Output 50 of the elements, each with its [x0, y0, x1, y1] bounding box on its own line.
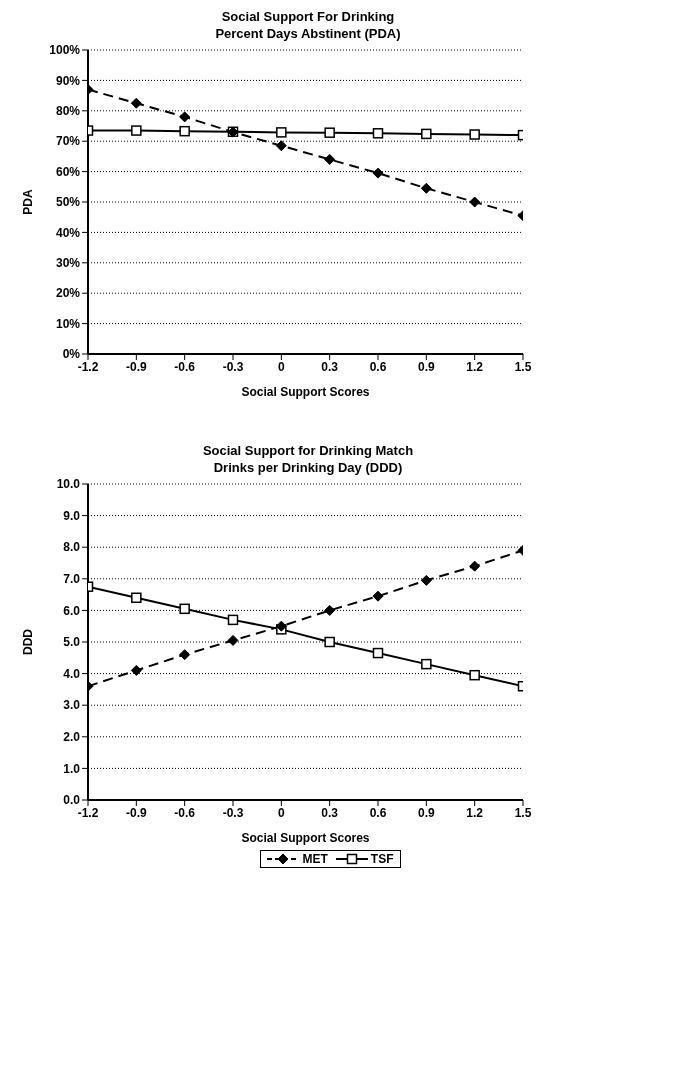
- x-tick-label: -0.9: [125, 805, 147, 820]
- x-tick-label: 0.3: [321, 359, 339, 374]
- x-tick-label: -0.6: [174, 359, 196, 374]
- y-axis-title: DDD: [21, 628, 36, 655]
- x-tick-label: 1.5: [514, 805, 532, 820]
- y-tick-label: 90%: [55, 73, 81, 88]
- x-tick-label: 0: [277, 805, 285, 820]
- y-tick-label: 0.0: [63, 793, 81, 808]
- chart-title: Social Support For Drinking Percent Days Abstinent (PDA): [214, 8, 402, 42]
- y-tick-label: 0%: [62, 347, 81, 362]
- x-tick-label: -0.6: [174, 805, 196, 820]
- y-tick-label: 7.0: [63, 572, 81, 587]
- x-tick-label: -0.3: [222, 805, 244, 820]
- y-tick-label: 30%: [55, 256, 81, 271]
- y-tick-label: 2.0: [63, 730, 81, 745]
- y-tick-label: 9.0: [63, 508, 81, 523]
- y-tick-label: 20%: [55, 286, 81, 301]
- x-tick-label: 0.6: [369, 359, 387, 374]
- x-tick-label: 1.5: [514, 359, 532, 374]
- x-tick-label: 1.2: [466, 359, 484, 374]
- legend-label: TSF: [370, 852, 394, 866]
- x-tick-label: -0.9: [125, 359, 147, 374]
- x-axis-title: Social Support Scores: [241, 385, 370, 399]
- y-tick-label: 60%: [55, 164, 81, 179]
- x-tick-label: 1.2: [466, 805, 484, 820]
- x-axis-title: Social Support Scores: [241, 831, 370, 845]
- legend-label: MET: [302, 852, 328, 866]
- x-tick-label: 0: [277, 359, 285, 374]
- x-tick-label: -1.2: [77, 805, 99, 820]
- x-tick-label: 0.6: [369, 805, 387, 820]
- x-tick-label: 0.9: [417, 359, 435, 374]
- y-tick-label: 5.0: [63, 635, 81, 650]
- y-tick-label: 80%: [55, 104, 81, 119]
- y-tick-label: 50%: [55, 195, 81, 210]
- chart-title: Social Support for Drinking Match Drinks per Drinking Day (DDD): [201, 442, 415, 476]
- x-tick-label: -0.3: [222, 359, 244, 374]
- x-tick-label: 0.3: [321, 805, 339, 820]
- x-tick-label: -1.2: [77, 359, 99, 374]
- y-tick-label: 1.0: [63, 761, 81, 776]
- y-tick-label: 70%: [55, 134, 81, 149]
- y-tick-label: 8.0: [63, 540, 81, 555]
- y-tick-label: 10%: [55, 316, 81, 331]
- y-tick-label: 100%: [49, 43, 81, 58]
- y-tick-label: 10.0: [56, 477, 81, 492]
- y-tick-label: 40%: [55, 225, 81, 240]
- x-tick-label: 0.9: [417, 805, 435, 820]
- y-tick-label: 4.0: [63, 666, 81, 681]
- y-tick-label: 6.0: [63, 603, 81, 618]
- y-axis-title: PDA: [21, 189, 36, 215]
- y-tick-label: 3.0: [63, 698, 81, 713]
